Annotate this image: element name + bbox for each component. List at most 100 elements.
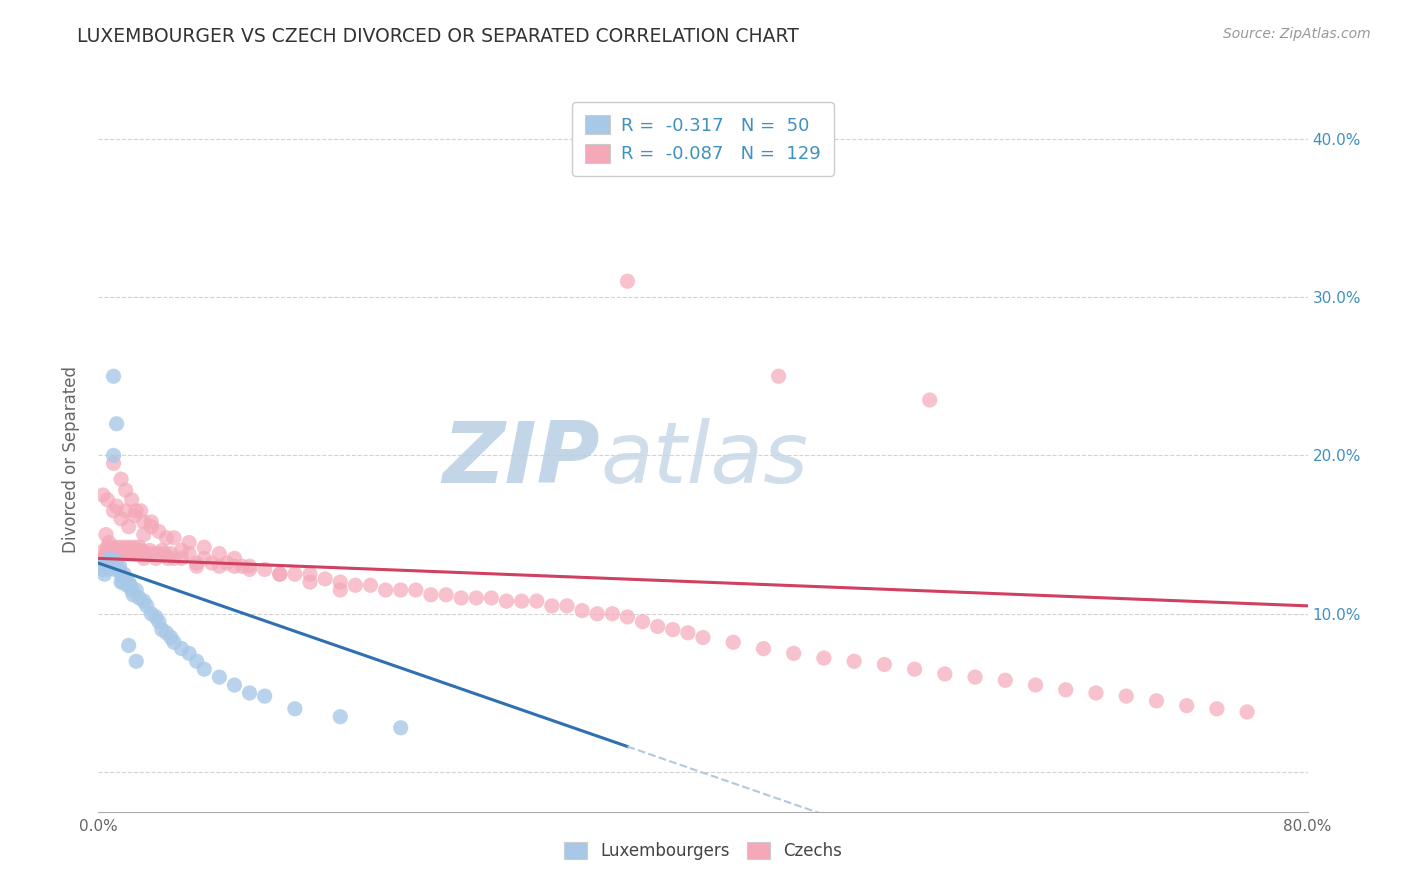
Point [156, 551, 179, 566]
Legend: Luxembourgers, Czechs: Luxembourgers, Czechs [557, 835, 849, 867]
Point [155, 531, 177, 545]
Point [141, 607, 163, 621]
Point [135, 599, 157, 613]
Point [101, 541, 124, 555]
Point [118, 519, 141, 533]
Point [148, 524, 170, 539]
Point [465, 591, 488, 605]
Point [170, 543, 193, 558]
Point [208, 670, 231, 684]
Point [101, 559, 124, 574]
Point [965, 670, 987, 684]
Point [125, 547, 148, 561]
Point [329, 582, 352, 597]
Point [110, 472, 132, 486]
Point [153, 547, 176, 561]
Point [179, 646, 201, 660]
Point [420, 588, 443, 602]
Point [122, 588, 145, 602]
Point [510, 594, 533, 608]
Point [90, 559, 112, 574]
Point [215, 556, 238, 570]
Text: atlas: atlas [600, 417, 808, 501]
Point [389, 721, 412, 735]
Point [752, 641, 775, 656]
Point [170, 641, 193, 656]
Point [112, 567, 135, 582]
Point [103, 449, 125, 463]
Point [142, 547, 165, 561]
Point [1206, 702, 1229, 716]
Point [148, 547, 170, 561]
Point [128, 591, 150, 605]
Point [103, 547, 125, 561]
Point [208, 547, 231, 561]
Point [98, 535, 121, 549]
Point [135, 547, 157, 561]
Point [193, 662, 215, 676]
Point [118, 543, 141, 558]
Point [110, 512, 132, 526]
Point [602, 607, 624, 621]
Point [96, 541, 118, 555]
Point [1024, 678, 1046, 692]
Point [844, 654, 866, 668]
Point [118, 639, 141, 653]
Point [526, 594, 548, 608]
Point [129, 547, 152, 561]
Point [918, 392, 941, 407]
Point [104, 562, 127, 576]
Point [107, 562, 129, 576]
Point [131, 543, 153, 558]
Point [555, 599, 578, 613]
Point [132, 515, 155, 529]
Point [114, 483, 136, 498]
Point [783, 646, 806, 660]
Point [284, 702, 307, 716]
Point [111, 575, 134, 590]
Point [100, 551, 122, 566]
Text: LUXEMBOURGER VS CZECH DIVORCED OR SEPARATED CORRELATION CHART: LUXEMBOURGER VS CZECH DIVORCED OR SEPARA… [77, 27, 799, 45]
Point [631, 615, 654, 629]
Point [994, 673, 1017, 688]
Point [1144, 694, 1167, 708]
Point [94, 556, 117, 570]
Point [114, 572, 136, 586]
Point [329, 709, 352, 723]
Point [108, 543, 131, 558]
Point [118, 575, 141, 590]
Point [201, 556, 224, 570]
Point [160, 631, 183, 645]
Point [122, 543, 145, 558]
Point [91, 562, 114, 576]
Point [193, 541, 215, 555]
Y-axis label: Divorced or Separated: Divorced or Separated [62, 366, 80, 553]
Point [160, 547, 183, 561]
Point [100, 543, 122, 558]
Point [120, 578, 142, 592]
Point [170, 551, 193, 566]
Point [1175, 698, 1198, 713]
Point [405, 582, 427, 597]
Text: Source: ZipAtlas.com: Source: ZipAtlas.com [1223, 27, 1371, 41]
Point [540, 599, 562, 613]
Point [1115, 689, 1137, 703]
Point [481, 591, 503, 605]
Point [360, 578, 382, 592]
Point [112, 543, 135, 558]
Point [125, 582, 148, 597]
Point [224, 551, 246, 566]
Point [121, 492, 143, 507]
Point [1085, 686, 1108, 700]
Point [110, 575, 132, 590]
Point [239, 562, 262, 576]
Point [121, 547, 143, 561]
Point [127, 543, 149, 558]
Point [186, 556, 208, 570]
Point [93, 567, 115, 582]
Point [239, 686, 262, 700]
Point [389, 582, 412, 597]
Point [103, 456, 125, 470]
Text: ZIP: ZIP [443, 417, 600, 501]
Point [114, 541, 136, 555]
